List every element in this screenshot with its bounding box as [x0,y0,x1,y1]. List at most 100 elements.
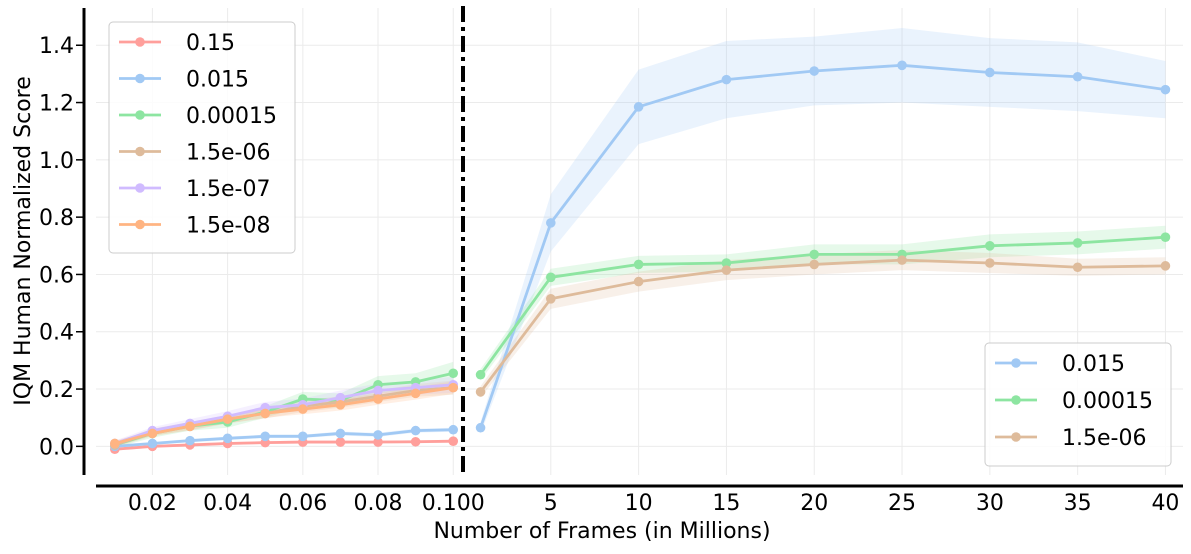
legend-label: 0.00015 [1062,389,1153,414]
axes [76,6,1183,488]
right-point-0.00015 [985,240,995,251]
right-point-1.5e-06 [809,259,820,270]
left-point-0.015 [147,438,158,449]
right-point-0.00015 [633,259,644,270]
x-tick-label-left: 0.06 [278,491,327,516]
y-axis-title: IQM Human Normalized Score [11,76,36,405]
left-point-1.5e-08 [260,408,271,419]
y-tick-label: 0.4 [39,321,74,346]
x-tick-label-right: 25 [888,491,916,516]
legend-label: 1.5e-06 [186,141,270,166]
left-point-1.5e-08 [335,400,346,410]
right-point-0.015 [546,218,556,228]
y-tick-label: 0.0 [39,435,74,460]
legend-swatch-marker [1011,395,1021,405]
left-point-1.5e-08 [448,382,459,393]
right-point-0.015 [633,102,644,112]
legend-label: 0.15 [186,31,235,56]
right-point-1.5e-06 [721,265,732,275]
x-tick-label-left: 0.04 [203,491,252,516]
left-line-1.5e-08 [114,386,454,445]
legend-label: 1.5e-08 [186,214,270,239]
left-point-1.5e-07 [373,385,383,396]
left-point-0.015 [185,435,195,446]
right-band-1.5e-06 [480,250,1166,398]
left-point-0.15 [410,436,421,447]
left-point-0.015 [410,425,421,436]
left-point-0.15 [373,437,383,447]
legend-left-panel: 0.15 0.015 0.00015 1.5e-06 1.5e-07 1.5e-08 [108,21,296,254]
left-point-1.5e-08 [147,428,158,439]
right-point-0.00015 [809,249,820,260]
series-lines [110,60,1171,455]
legend-label: 0.015 [186,68,249,93]
right-point-0.015 [475,422,486,433]
left-point-0.015 [335,428,346,439]
right-point-0.00015 [721,258,732,268]
left-band-0.015 [114,427,454,448]
right-point-0.015 [809,66,820,76]
left-line-0.015 [114,428,454,448]
x-tick-label-left: 0.02 [128,491,177,516]
right-point-1.5e-06 [633,276,644,287]
legend-swatch-marker [1011,358,1021,368]
y-tick-label: 1.0 [39,149,74,174]
left-point-1.5e-08 [373,394,383,404]
y-tick-label: 0.2 [39,378,74,403]
left-line-0.15 [114,439,454,451]
right-point-1.5e-06 [475,387,486,397]
left-point-0.015 [373,430,383,440]
right-point-0.015 [897,60,907,71]
y-tick-label: 1.4 [39,34,74,59]
x-tick-label-right: 20 [800,491,828,516]
tick-labels: 0.0 0.2 0.4 0.6 0.8 1.0 1.2 1.4 0.02 0.04 0.06 0.08… [39,34,1179,516]
right-point-0.00015 [1072,238,1083,248]
legend-label: 1.5e-07 [186,177,270,202]
right-point-1.5e-06 [985,258,995,268]
right-point-0.00015 [475,369,486,380]
right-point-0.00015 [546,272,556,283]
right-band-0.015 [480,28,1166,434]
left-point-0.015 [260,431,271,442]
legend-swatch-marker [135,37,145,47]
left-line-1.5e-07 [114,383,454,445]
x-tick-label-right: 40 [1151,491,1179,516]
left-point-0.015 [298,431,308,442]
legend-swatch-marker [135,73,145,84]
left-point-0.015 [222,433,233,444]
right-point-1.5e-06 [1072,262,1083,273]
right-point-0.015 [985,67,995,78]
y-tick-label: 0.8 [39,206,74,231]
left-point-1.5e-08 [110,438,120,449]
right-point-0.015 [1072,71,1083,82]
left-point-0.00015 [448,368,459,379]
right-point-0.015 [721,74,732,85]
left-point-1.5e-08 [410,388,421,399]
left-point-1.5e-08 [298,404,308,414]
left-point-0.15 [335,437,346,447]
x-tick-label-right: 15 [712,491,740,516]
right-point-1.5e-06 [546,294,556,304]
x-tick-label-right: 5 [544,491,558,516]
y-tick-label: 1.2 [39,92,74,117]
left-point-1.5e-07 [335,392,346,403]
legend-label: 0.00015 [186,104,277,129]
legend-frame [984,342,1172,467]
x-tick-label-right: 10 [625,491,653,516]
legend-swatch-marker [135,146,145,157]
left-point-1.5e-08 [222,414,233,424]
legend-swatch-marker [1011,432,1021,442]
left-point-0.15 [448,436,459,446]
legend-swatch-marker [135,219,145,230]
right-point-0.015 [1160,84,1171,95]
right-point-1.5e-06 [1160,261,1171,271]
legend-label: 0.015 [1062,352,1125,377]
legend-swatch-marker [135,110,145,120]
y-tick-label: 0.6 [39,263,74,288]
legend-right-panel: 0.015 0.00015 1.5e-06 [984,342,1172,467]
left-point-0.015 [448,424,459,435]
left-point-1.5e-08 [185,421,195,432]
legend-swatch-marker [135,183,145,193]
x-axis-title: Number of Frames (in Millions) [433,519,770,544]
